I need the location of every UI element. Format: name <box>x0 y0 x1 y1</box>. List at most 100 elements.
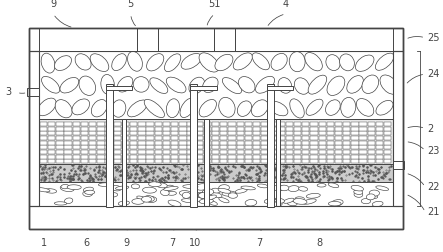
Bar <box>73 159 80 164</box>
Bar <box>302 159 309 164</box>
Bar <box>286 122 293 126</box>
Bar <box>286 127 293 131</box>
Ellipse shape <box>182 199 197 203</box>
Ellipse shape <box>142 196 152 202</box>
Ellipse shape <box>187 192 202 198</box>
Ellipse shape <box>305 53 323 71</box>
Bar <box>269 127 276 131</box>
Ellipse shape <box>160 190 169 196</box>
Bar <box>113 159 121 164</box>
Bar <box>343 131 350 136</box>
Bar <box>261 127 268 131</box>
Bar <box>138 127 145 131</box>
Bar <box>122 119 126 206</box>
Bar <box>39 119 393 164</box>
Bar <box>326 141 334 145</box>
Bar <box>40 122 47 126</box>
Bar <box>319 159 326 164</box>
Bar <box>286 159 293 164</box>
Bar <box>319 145 326 149</box>
Bar <box>237 150 244 154</box>
Bar <box>113 155 121 159</box>
Ellipse shape <box>264 198 277 203</box>
Bar <box>384 155 391 159</box>
Bar <box>155 150 162 154</box>
Bar <box>163 141 170 145</box>
Bar <box>56 127 64 131</box>
Bar <box>73 136 80 140</box>
Text: 5: 5 <box>128 0 134 9</box>
Bar <box>105 122 113 126</box>
Bar <box>253 145 260 149</box>
Bar <box>187 131 194 136</box>
Ellipse shape <box>83 191 93 197</box>
Bar <box>343 141 350 145</box>
Bar <box>105 136 113 140</box>
Bar <box>64 145 72 149</box>
Bar <box>326 131 334 136</box>
Ellipse shape <box>222 78 241 94</box>
Bar <box>368 127 375 131</box>
Bar <box>245 159 252 164</box>
Bar <box>64 127 72 131</box>
Bar <box>368 159 375 164</box>
Bar <box>73 131 80 136</box>
Bar <box>113 127 121 131</box>
Bar <box>326 159 334 164</box>
Bar <box>146 122 154 126</box>
Bar <box>97 127 105 131</box>
Bar <box>56 155 64 159</box>
Bar <box>384 159 391 164</box>
Ellipse shape <box>145 196 154 201</box>
Bar <box>212 155 219 159</box>
Bar <box>310 159 318 164</box>
Bar <box>269 145 276 149</box>
Bar <box>56 145 64 149</box>
Bar <box>97 141 105 145</box>
Bar <box>89 159 96 164</box>
Bar <box>351 127 358 131</box>
Bar <box>179 155 187 159</box>
Bar <box>138 159 145 164</box>
Bar <box>187 127 194 131</box>
Bar <box>335 136 342 140</box>
Bar <box>351 155 358 159</box>
Bar <box>384 150 391 154</box>
Ellipse shape <box>54 56 71 71</box>
Bar <box>277 155 285 159</box>
Bar <box>261 145 268 149</box>
Ellipse shape <box>294 78 310 94</box>
Ellipse shape <box>351 185 364 191</box>
Bar <box>326 150 334 154</box>
Bar <box>376 141 383 145</box>
Ellipse shape <box>41 53 55 73</box>
Bar <box>384 136 391 140</box>
Bar <box>179 136 187 140</box>
Ellipse shape <box>215 54 233 71</box>
Bar <box>277 127 285 131</box>
Bar <box>277 131 285 136</box>
Ellipse shape <box>164 185 174 190</box>
Bar <box>245 136 252 140</box>
Bar <box>253 131 260 136</box>
Bar <box>351 131 358 136</box>
Bar <box>171 136 178 140</box>
Bar <box>237 155 244 159</box>
Bar <box>310 136 318 140</box>
Text: 2: 2 <box>427 123 434 134</box>
Text: 51: 51 <box>209 0 221 9</box>
Bar <box>245 150 252 154</box>
Bar <box>155 122 162 126</box>
Bar <box>113 150 121 154</box>
Bar <box>155 131 162 136</box>
Bar <box>64 159 72 164</box>
Ellipse shape <box>369 190 380 196</box>
Bar <box>277 136 285 140</box>
Bar <box>237 136 244 140</box>
Ellipse shape <box>61 184 69 189</box>
Bar <box>190 84 197 207</box>
Bar <box>220 155 228 159</box>
Bar <box>56 141 64 145</box>
Ellipse shape <box>179 191 192 196</box>
Bar <box>163 159 170 164</box>
